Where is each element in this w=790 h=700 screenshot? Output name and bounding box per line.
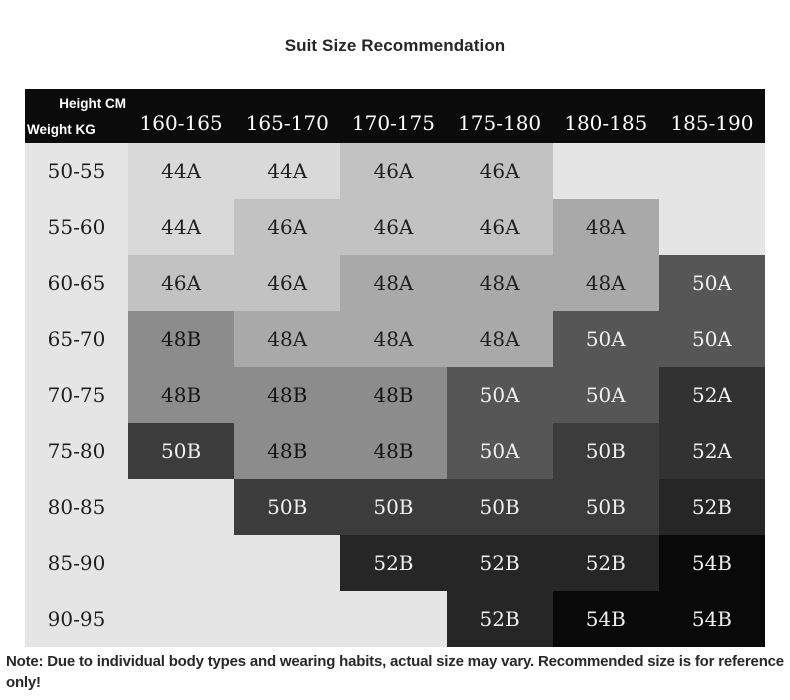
size-cell: 54B [658,591,766,647]
size-cell: 52B [446,591,553,647]
size-cell: 50B [340,479,447,535]
size-cell: 52A [658,367,766,423]
size-cell: 50B [552,479,659,535]
size-cell: 48A [340,311,447,367]
size-cell: 48A [340,255,447,311]
height-axis-label: Height CM [59,96,126,111]
height-column-header: 160-165 [139,111,223,135]
empty-cell [340,591,447,647]
size-cell: 48A [234,311,341,367]
height-column-header: 175-180 [458,111,542,135]
table-row: 80-85 50B 50B 50B 50B 52B [25,479,766,535]
size-cell: 50A [446,367,553,423]
weight-row-label: 70-75 [25,367,128,423]
weight-row-label: 60-65 [25,255,128,311]
size-cell: 50A [658,255,766,311]
weight-row-label: 50-55 [25,143,128,199]
weight-row-label: 75-80 [25,423,128,479]
table-row: 75-80 50B 48B 48B 50A 50B 52A [25,423,766,479]
size-cell: 48A [446,311,553,367]
size-cell: 46A [446,199,553,255]
reference-note: Note: Due to individual body types and w… [6,653,784,691]
height-column-header: 185-190 [670,111,754,135]
empty-cell [128,535,235,591]
empty-cell [658,199,766,255]
size-cell: 46A [340,199,447,255]
height-column-header: 165-170 [245,111,329,135]
weight-row-label: 55-60 [25,199,128,255]
table-row: 85-90 52B 52B 52B 54B [25,535,766,591]
size-cell: 50B [446,479,553,535]
size-cell: 50A [658,311,766,367]
height-column-header: 170-175 [351,111,435,135]
size-cell: 50A [552,367,659,423]
size-cell: 46A [234,255,341,311]
weight-axis-label: Weight KG [27,122,96,137]
size-cell: 50B [552,423,659,479]
empty-cell [234,591,341,647]
size-cell: 52B [340,535,447,591]
empty-cell [552,143,659,199]
weight-row-label: 80-85 [25,479,128,535]
size-cell: 46A [446,143,553,199]
size-cell: 48B [340,367,447,423]
empty-cell [128,591,235,647]
size-cell: 44A [234,143,341,199]
size-cell: 54B [552,591,659,647]
table-body: 50-55 44A 44A 46A 46A 55-60 44A 46A 46A 46A 48A 60-… [25,143,766,647]
page-title: Suit Size Recommendation [284,36,506,55]
size-cell: 48B [234,367,341,423]
table-row: 60-65 46A 46A 48A 48A 48A 50A [25,255,766,311]
table-header-row: Height CM Weight KG 160-165 165-170 170-17… [25,89,765,143]
table-row: 50-55 44A 44A 46A 46A [25,143,766,199]
empty-cell [128,479,235,535]
size-cell: 52B [552,535,659,591]
size-cell: 50A [552,311,659,367]
weight-row-label: 65-70 [25,311,128,367]
size-cell: 44A [128,143,235,199]
size-cell: 46A [234,199,341,255]
weight-row-label: 90-95 [25,591,128,647]
table-row: 55-60 44A 46A 46A 46A 48A [25,199,766,255]
size-cell: 50B [234,479,341,535]
size-cell: 48A [446,255,553,311]
size-cell: 52B [658,479,766,535]
height-column-header: 180-185 [564,111,648,135]
empty-cell [234,535,341,591]
corner-header-cell: Height CM Weight KG [25,89,128,143]
empty-cell [658,143,766,199]
size-cell: 48B [234,423,341,479]
weight-row-label: 85-90 [25,535,128,591]
table-row: 90-95 52B 54B 54B [25,591,766,647]
table-row: 65-70 48B 48A 48A 48A 50A 50A [25,311,766,367]
size-cell: 48B [128,367,235,423]
size-cell: 50B [128,423,235,479]
size-cell: 52B [446,535,553,591]
size-cell: 48B [340,423,447,479]
size-cell: 48B [128,311,235,367]
size-table: Height CM Weight KG 160-165 165-170 170-17… [25,89,766,647]
size-cell: 44A [128,199,235,255]
size-cell: 48A [552,199,659,255]
size-cell: 52A [658,423,766,479]
size-cell: 46A [128,255,235,311]
size-cell: 50A [446,423,553,479]
table-row: 70-75 48B 48B 48B 50A 50A 52A [25,367,766,423]
size-cell: 48A [552,255,659,311]
size-cell: 46A [340,143,447,199]
size-cell: 54B [658,535,766,591]
